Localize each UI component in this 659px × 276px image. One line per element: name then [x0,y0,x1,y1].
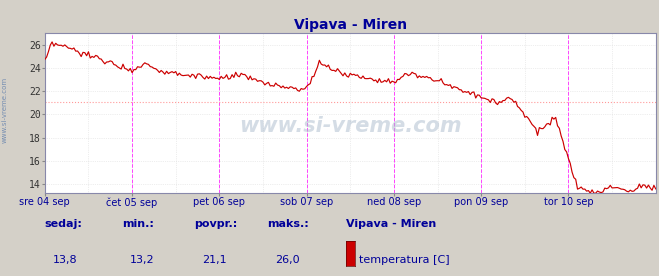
Text: 26,0: 26,0 [275,255,299,265]
Text: 13,2: 13,2 [130,255,154,265]
Text: www.si-vreme.com: www.si-vreme.com [2,77,8,144]
Text: 13,8: 13,8 [53,255,77,265]
Text: povpr.:: povpr.: [194,219,238,229]
Text: sedaj:: sedaj: [45,219,82,229]
Title: Vipava - Miren: Vipava - Miren [294,18,407,32]
Text: min.:: min.: [122,219,154,229]
Text: temperatura [C]: temperatura [C] [359,255,450,265]
Text: maks.:: maks.: [267,219,308,229]
Text: Vipava - Miren: Vipava - Miren [346,219,436,229]
Text: www.si-vreme.com: www.si-vreme.com [239,116,461,136]
Text: 21,1: 21,1 [202,255,227,265]
